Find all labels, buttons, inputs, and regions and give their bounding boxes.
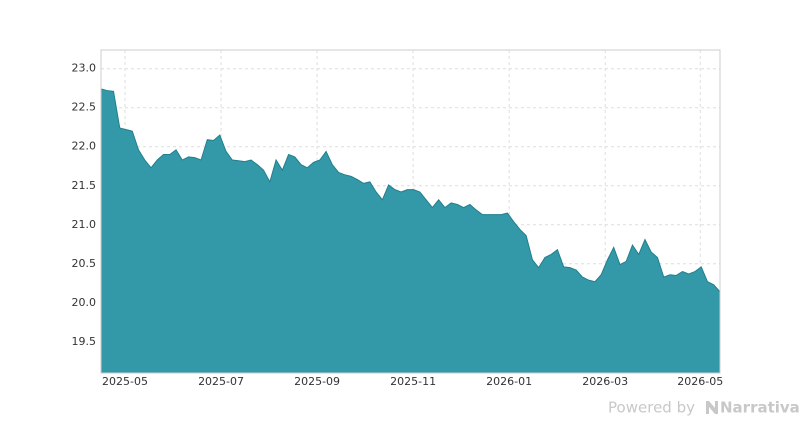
x-tick-label: 2026-01: [486, 375, 532, 388]
y-tick-label: 20.5: [72, 257, 97, 270]
x-tick-label: 2025-11: [390, 375, 436, 388]
y-tick-label: 19.5: [72, 335, 97, 348]
y-tick-label: 23.0: [72, 62, 97, 75]
area: [101, 89, 720, 373]
area-line: [100, 88, 721, 293]
x-tick-label: 2026-03: [582, 375, 628, 388]
plot-area: [100, 50, 721, 373]
brand-logo: [706, 401, 718, 414]
y-tick-label: 22.5: [72, 101, 97, 114]
x-tick-label: 2025-07: [198, 375, 244, 388]
x-tick-label: 2025-05: [102, 375, 148, 388]
footer-prefix: Powered by: [608, 399, 695, 417]
plot-frame: [100, 49, 721, 374]
y-tick-label: 21.5: [72, 179, 97, 192]
y-tick-label: 20.0: [72, 296, 97, 309]
y-tick-label: 22.0: [72, 140, 97, 153]
y-tick-label: 21.0: [72, 218, 97, 231]
x-tick-label: 2025-09: [294, 375, 340, 388]
footer-brand: Narrativa: [720, 399, 800, 417]
x-tick-label: 2026-05: [677, 375, 723, 388]
